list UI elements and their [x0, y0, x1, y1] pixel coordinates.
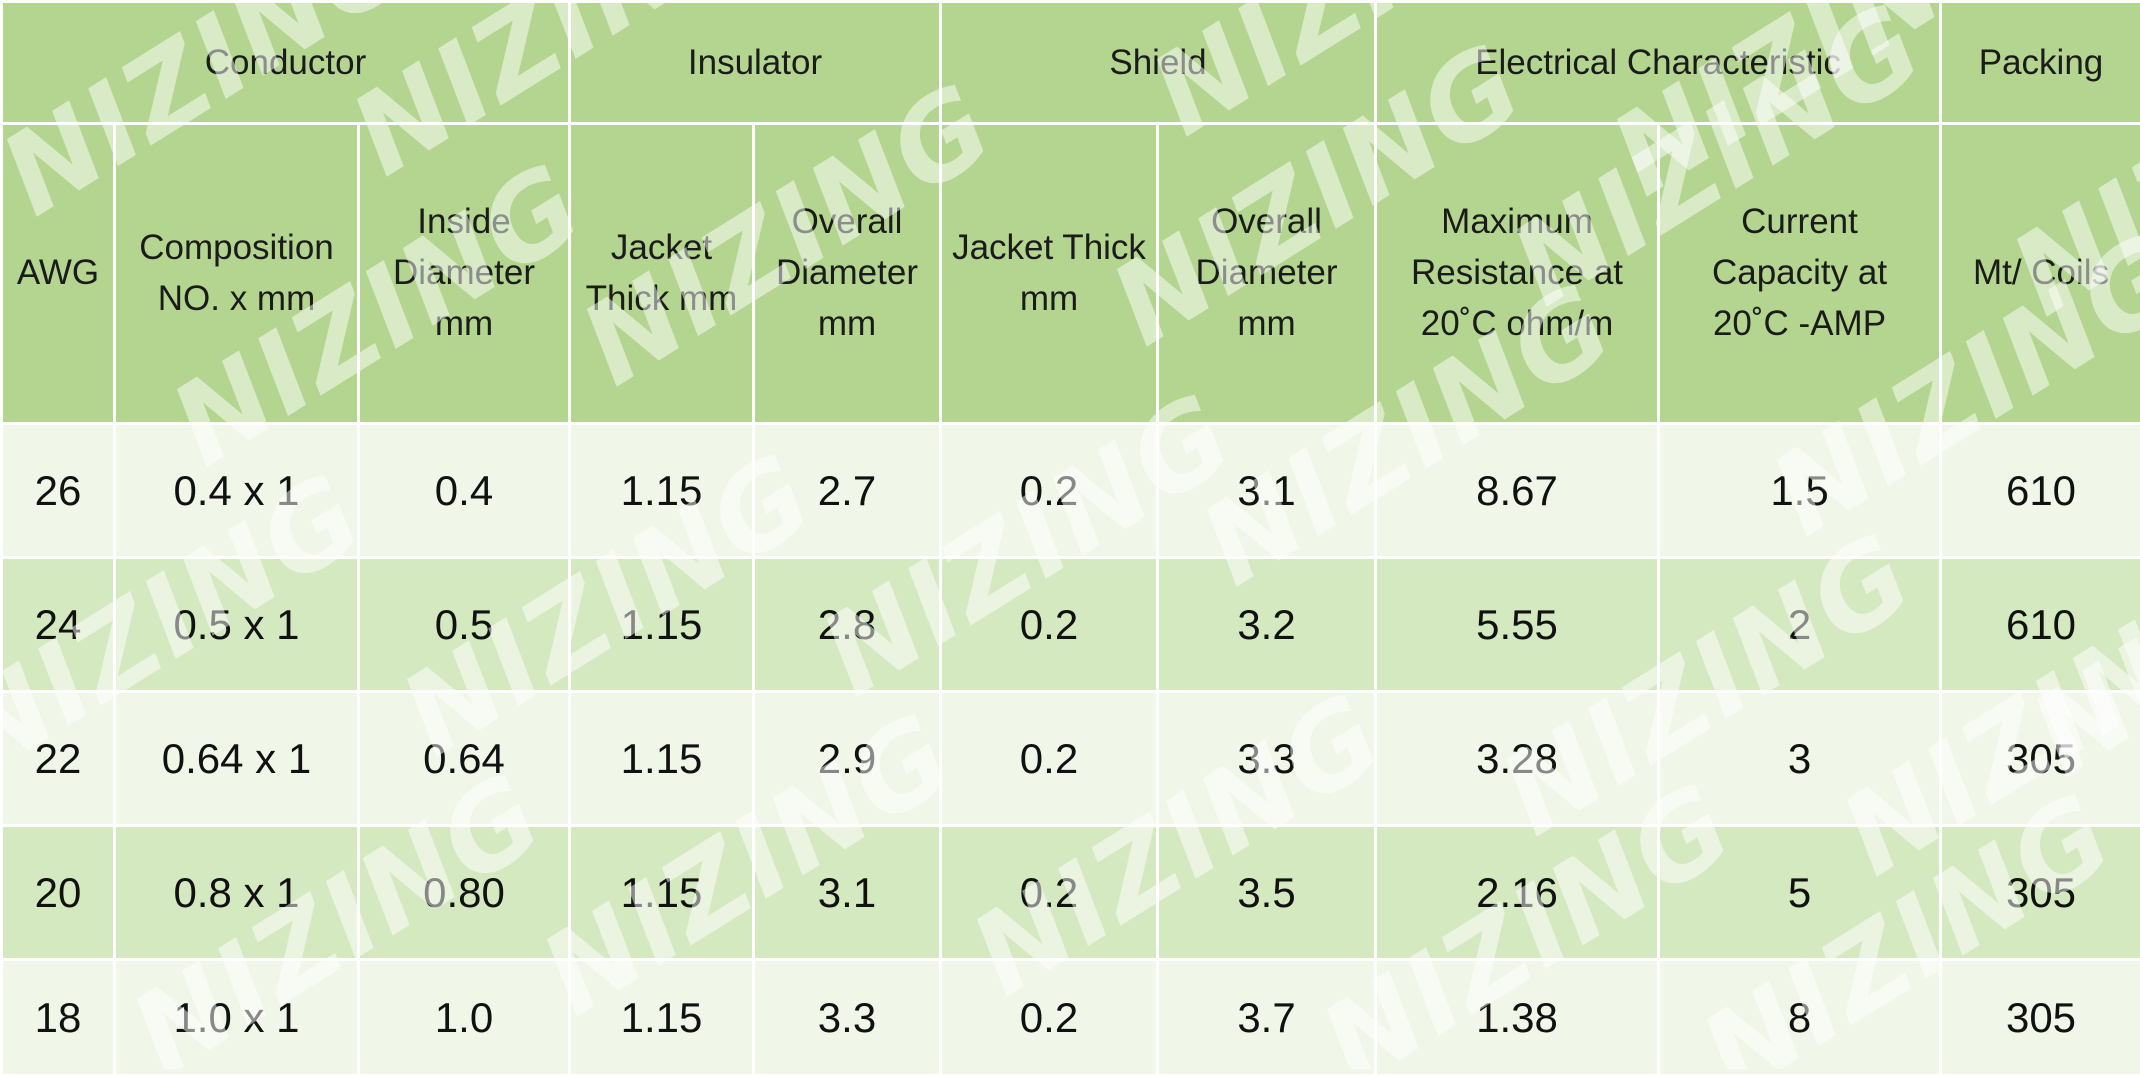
cell-inside-diameter: 1.0: [359, 960, 570, 1076]
column-header-line: Jacket: [571, 223, 752, 274]
cell-shield-jacket-thick: 0.2: [941, 692, 1158, 826]
cell-insulator-jacket-thick: 1.15: [570, 960, 754, 1076]
cell-shield-overall-diameter: 3.5: [1158, 826, 1376, 960]
column-header-line: Inside: [360, 197, 568, 248]
cell-insulator-overall-diameter: 2.7: [754, 424, 941, 558]
cell-meters-per-coil: 305: [1941, 692, 2140, 826]
cell-current-capacity: 1.5: [1659, 424, 1941, 558]
cell-awg: 26: [2, 424, 115, 558]
cell-meters-per-coil: 305: [1941, 826, 2140, 960]
column-header-line: Resistance at: [1377, 248, 1657, 299]
cell-awg: 18: [2, 960, 115, 1076]
cell-inside-diameter: 0.80: [359, 826, 570, 960]
column-header-line: Thick mm: [571, 274, 752, 325]
group-header-conductor: Conductor: [2, 2, 570, 124]
cell-current-capacity: 8: [1659, 960, 1941, 1076]
column-header-line: Mt/ Coils: [1942, 248, 2140, 299]
cell-shield-overall-diameter: 3.7: [1158, 960, 1376, 1076]
cell-insulator-jacket-thick: 1.15: [570, 826, 754, 960]
cell-max-resistance: 8.67: [1376, 424, 1659, 558]
column-header-line: 20˚C -AMP: [1660, 299, 1939, 350]
column-header-line: Diameter: [360, 248, 568, 299]
column-header-line: Overall: [755, 197, 939, 248]
column-header-line: 20˚C ohm/m: [1377, 299, 1657, 350]
column-header-line: Composition: [116, 223, 357, 274]
cell-shield-jacket-thick: 0.2: [941, 960, 1158, 1076]
column-header-meters-per-coil: Mt/ Coils: [1941, 124, 2140, 424]
cell-max-resistance: 5.55: [1376, 558, 1659, 692]
cell-shield-jacket-thick: 0.2: [941, 826, 1158, 960]
column-header-line: Capacity at: [1660, 248, 1939, 299]
column-header-line: Diameter: [1159, 248, 1374, 299]
cell-composition: 0.8 x 1: [115, 826, 359, 960]
column-header-line: mm: [1159, 299, 1374, 350]
cell-shield-jacket-thick: 0.2: [941, 558, 1158, 692]
cell-meters-per-coil: 305: [1941, 960, 2140, 1076]
cell-composition: 0.5 x 1: [115, 558, 359, 692]
group-header-packing: Packing: [1941, 2, 2140, 124]
group-header-row: Conductor Insulator Shield Electrical Ch…: [2, 2, 2140, 124]
cell-meters-per-coil: 610: [1941, 558, 2140, 692]
cell-current-capacity: 5: [1659, 826, 1941, 960]
cell-current-capacity: 3: [1659, 692, 1941, 826]
cell-max-resistance: 2.16: [1376, 826, 1659, 960]
cell-insulator-jacket-thick: 1.15: [570, 558, 754, 692]
cell-inside-diameter: 0.4: [359, 424, 570, 558]
cell-inside-diameter: 0.5: [359, 558, 570, 692]
cell-awg: 22: [2, 692, 115, 826]
column-header-line: NO. x mm: [116, 274, 357, 325]
column-header-line: Maximum: [1377, 197, 1657, 248]
cell-shield-overall-diameter: 3.2: [1158, 558, 1376, 692]
column-header-line: AWG: [3, 248, 113, 299]
cell-inside-diameter: 0.64: [359, 692, 570, 826]
cell-meters-per-coil: 610: [1941, 424, 2140, 558]
cell-composition: 1.0 x 1: [115, 960, 359, 1076]
column-header-line: mm: [755, 299, 939, 350]
column-header-line: Current: [1660, 197, 1939, 248]
column-header-line: Overall: [1159, 197, 1374, 248]
cell-shield-overall-diameter: 3.1: [1158, 424, 1376, 558]
cell-max-resistance: 1.38: [1376, 960, 1659, 1076]
column-header-line: Diameter: [755, 248, 939, 299]
cell-insulator-overall-diameter: 2.9: [754, 692, 941, 826]
cell-shield-overall-diameter: 3.3: [1158, 692, 1376, 826]
group-header-electrical: Electrical Characteristic: [1376, 2, 1941, 124]
cell-insulator-overall-diameter: 2.8: [754, 558, 941, 692]
column-header-line: mm: [942, 274, 1156, 325]
cell-composition: 0.4 x 1: [115, 424, 359, 558]
group-header-insulator: Insulator: [570, 2, 941, 124]
cell-insulator-jacket-thick: 1.15: [570, 424, 754, 558]
column-header-line: Jacket Thick: [942, 223, 1156, 274]
column-header-line: mm: [360, 299, 568, 350]
cell-insulator-overall-diameter: 3.3: [754, 960, 941, 1076]
cell-awg: 20: [2, 826, 115, 960]
cell-shield-jacket-thick: 0.2: [941, 424, 1158, 558]
column-header-awg: AWG: [2, 124, 115, 424]
cell-insulator-jacket-thick: 1.15: [570, 692, 754, 826]
group-header-shield: Shield: [941, 2, 1376, 124]
cell-current-capacity: 2: [1659, 558, 1941, 692]
cell-awg: 24: [2, 558, 115, 692]
cell-insulator-overall-diameter: 3.1: [754, 826, 941, 960]
cell-composition: 0.64 x 1: [115, 692, 359, 826]
cell-max-resistance: 3.28: [1376, 692, 1659, 826]
